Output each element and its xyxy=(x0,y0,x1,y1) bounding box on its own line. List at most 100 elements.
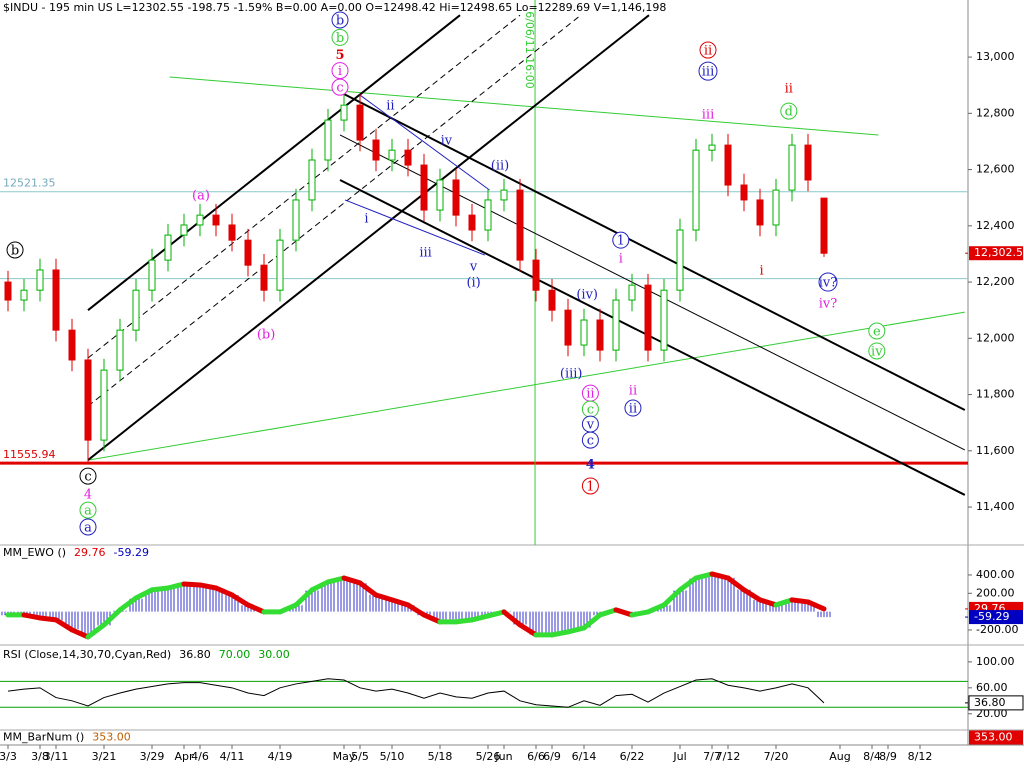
wave-label-circle xyxy=(79,518,97,536)
x-tick-label: 5/10 xyxy=(380,750,405,763)
legend-value: 29.76 xyxy=(74,546,106,559)
wave-label: i xyxy=(760,263,764,278)
candle-body xyxy=(164,234,172,261)
oscillator-segment xyxy=(677,575,699,593)
wave-label-circle xyxy=(818,272,838,292)
wave-label: a xyxy=(84,504,92,519)
trend-line xyxy=(87,14,650,461)
oscillator-segment xyxy=(693,571,715,581)
wave-label-circle xyxy=(581,477,599,495)
wave-label: (ii) xyxy=(491,159,509,174)
candle-body xyxy=(724,144,732,186)
oscillator-segment xyxy=(133,587,155,601)
oscillator-segment xyxy=(21,612,43,621)
oscillator-segment xyxy=(581,612,603,631)
candle-body xyxy=(756,199,764,226)
oscillator-segment xyxy=(741,587,763,603)
wave-label: ii xyxy=(629,402,637,417)
candle-body xyxy=(372,139,380,161)
candle-body xyxy=(708,144,716,151)
candle-body xyxy=(100,369,108,441)
candle-body xyxy=(260,264,268,291)
x-tick-label: 8/4 xyxy=(863,750,881,763)
candle-body xyxy=(276,239,284,291)
x-tick-label: 3/29 xyxy=(140,750,165,763)
oscillator-segment xyxy=(597,607,619,618)
x-tick-label: 6/6 xyxy=(527,750,545,763)
oscillator-segment xyxy=(613,607,635,618)
wave-label: 4 xyxy=(84,488,92,503)
wave-label: v xyxy=(586,418,595,433)
wave-label-circle xyxy=(624,399,642,417)
wave-label: i xyxy=(338,64,342,79)
oscillator-segment xyxy=(181,581,203,588)
candle-body xyxy=(4,281,12,301)
x-tick-label: 5/26 xyxy=(476,750,501,763)
candle-body xyxy=(292,199,300,241)
oscillator-segment xyxy=(421,612,443,625)
candle-body xyxy=(20,289,28,301)
candle-body xyxy=(420,164,428,211)
y-tick-label: 400.00 xyxy=(976,568,1015,581)
wave-label: 1 xyxy=(617,234,625,249)
oscillator-segment xyxy=(69,627,91,640)
wave-label: c xyxy=(84,470,91,485)
candle-body xyxy=(596,319,604,351)
wave-label: iii xyxy=(702,108,714,123)
wave-label: 4 xyxy=(586,458,595,473)
wave-label-circle xyxy=(79,467,97,485)
panel-title: $INDU - 195 min US L=12302.55 -198.75 -1… xyxy=(3,1,666,14)
panel: b(a)(b)c4aabb5iciiiviiiiv(i)(ii)(iv)(iii… xyxy=(0,0,968,545)
y-tick-label: 11,400 xyxy=(976,500,1015,513)
oscillator-segment xyxy=(117,595,139,613)
y-tick-label: 12,000 xyxy=(976,331,1015,344)
oscillator-segment xyxy=(341,575,363,586)
candle-body xyxy=(84,359,92,441)
wave-label: b xyxy=(11,244,19,259)
candle-body xyxy=(308,159,316,201)
candle-body xyxy=(580,319,588,346)
candle-body xyxy=(772,189,780,226)
oscillator-segment xyxy=(453,617,475,625)
x-tick-label: 4/19 xyxy=(268,750,293,763)
candle-body xyxy=(500,189,508,201)
value-box xyxy=(969,610,1023,625)
trend-line xyxy=(339,91,966,411)
candle-body xyxy=(532,259,540,291)
wave-label: (b) xyxy=(257,328,275,343)
y-tick-label: 12,800 xyxy=(976,106,1015,119)
oscillator-segment xyxy=(197,582,219,591)
wave-label-circle xyxy=(868,342,886,360)
candle-body xyxy=(820,197,828,254)
oscillator-segment xyxy=(53,617,75,633)
oscillator-segment xyxy=(485,609,507,619)
oscillator-segment xyxy=(549,629,571,638)
wave-label-circle xyxy=(699,41,717,59)
y-tick-label: 60.00 xyxy=(976,681,1008,694)
oscillator-segment xyxy=(357,580,379,598)
wave-label: iv? xyxy=(819,297,838,312)
x-tick-label: 4/11 xyxy=(220,750,245,763)
oscillator-segment xyxy=(373,592,395,603)
wave-label: v xyxy=(469,260,478,275)
candle-body xyxy=(196,214,204,226)
x-tick-label: 5/5 xyxy=(351,750,369,763)
time-line-label: 6/06/11 16:00 xyxy=(523,11,536,89)
candle-body xyxy=(628,284,636,301)
x-tick-label: 3/21 xyxy=(92,750,117,763)
candle-body xyxy=(612,299,620,351)
value-box xyxy=(969,730,1023,745)
wave-label: iv xyxy=(871,344,883,359)
legend-value: 36.80 xyxy=(179,648,211,661)
wave-label: 1 xyxy=(586,479,594,494)
trend-line xyxy=(87,14,582,407)
x-tick-label: 4/6 xyxy=(191,750,209,763)
candle-body xyxy=(340,104,348,121)
y-tick-label: 12,400 xyxy=(976,219,1015,232)
value-box-label: 12,302.55 xyxy=(974,246,1024,259)
panel xyxy=(1,571,831,640)
candle-body xyxy=(644,284,652,351)
candle-body xyxy=(436,179,444,211)
wave-label: b xyxy=(336,31,344,46)
